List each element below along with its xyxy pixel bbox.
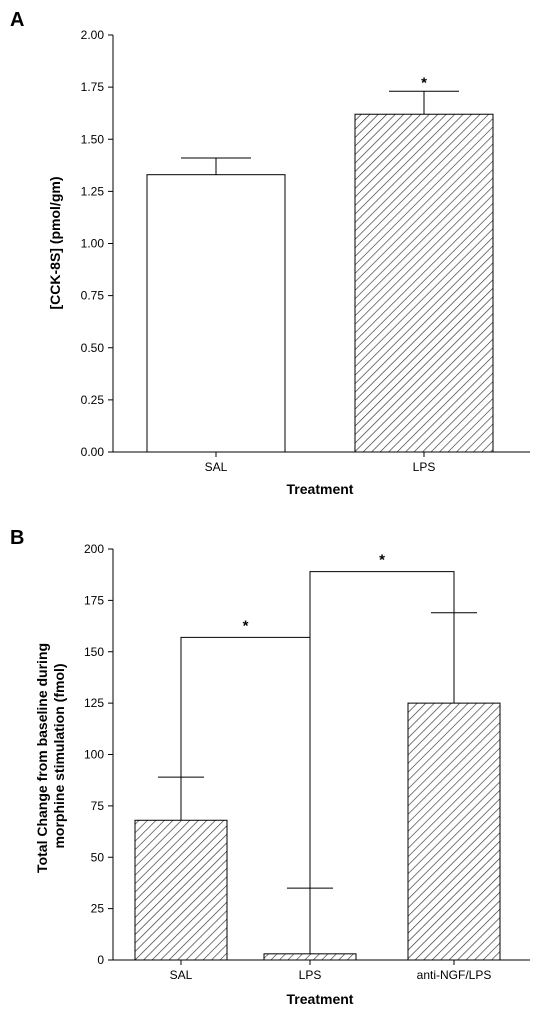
panel-b-y-axis-title: Total Change from baseline during morphi… xyxy=(34,639,67,873)
panel-b-y-tick-label: 200 xyxy=(84,542,104,556)
panel-a-y-tick-label: 0.50 xyxy=(81,341,105,355)
panel-b-bar xyxy=(263,953,357,961)
panel-a-y-tick-label: 0.25 xyxy=(81,393,105,407)
panel-a-y-axis-title: [CCK-8S] (pmol/gm) xyxy=(47,177,63,310)
panel-b-bar xyxy=(134,819,228,961)
panel-a-x-tick-label: LPS xyxy=(413,460,436,474)
panel-b-y-tick-label: 0 xyxy=(97,953,104,967)
panel-b-x-tick-label: anti-NGF/LPS xyxy=(417,968,492,982)
panel-b-y-axis-title-line-1: Total Change from baseline during xyxy=(34,643,50,873)
panel-a-bar xyxy=(146,174,286,453)
panel-a-y-tick-label: 2.00 xyxy=(81,28,105,42)
panel-a-label: A xyxy=(10,9,24,31)
panel-a-y-tick-label: 0.00 xyxy=(81,445,105,459)
panel-b-bar xyxy=(407,702,501,961)
panel-b-x-axis-title: Treatment xyxy=(287,991,354,1007)
panel-a-y-tick-label: 1.75 xyxy=(81,80,105,94)
panel-b-y-axis-title-line-2: morphine stimulation (fmol) xyxy=(51,663,67,848)
panel-b-chart: B 0 25 50 75 100 125 150 175 200 * * SAL LPS anti-N… xyxy=(10,527,530,1007)
panel-b-y-tick-label: 25 xyxy=(91,902,105,916)
panel-a-y-tick-label: 1.00 xyxy=(81,237,105,251)
panel-a-y-tick-label: 1.25 xyxy=(81,184,105,198)
panel-b-y-tick-label: 150 xyxy=(84,645,104,659)
panel-a-y-tick-label: 1.50 xyxy=(81,132,105,146)
panel-b-y-tick-label: 100 xyxy=(84,748,104,762)
panel-b-significance-mark: * xyxy=(379,552,385,569)
panel-b-y-tick-label: 50 xyxy=(91,850,105,864)
panel-b-x-tick-label: SAL xyxy=(170,968,193,982)
panel-a-x-axis-title: Treatment xyxy=(287,481,354,497)
panel-b-significance-bracket xyxy=(309,571,455,889)
panel-b-y-tick-label: 175 xyxy=(84,593,104,607)
panel-a-x-tick-label: SAL xyxy=(205,460,228,474)
panel-a-significance-mark: * xyxy=(421,74,427,91)
panel-a-bar xyxy=(354,113,494,453)
panel-a-y-tick-label: 0.75 xyxy=(81,289,105,303)
panel-a-chart: A 0.00 0.25 0.50 0.75 1.00 1.25 1.50 1.75 2.00 *… xyxy=(10,9,530,497)
panel-b-y-tick-label: 125 xyxy=(84,696,104,710)
panel-b-significance-mark: * xyxy=(243,617,249,634)
panel-b-x-tick-label: LPS xyxy=(299,968,322,982)
panel-b-y-tick-label: 75 xyxy=(91,799,105,813)
panel-b-label: B xyxy=(10,527,24,549)
